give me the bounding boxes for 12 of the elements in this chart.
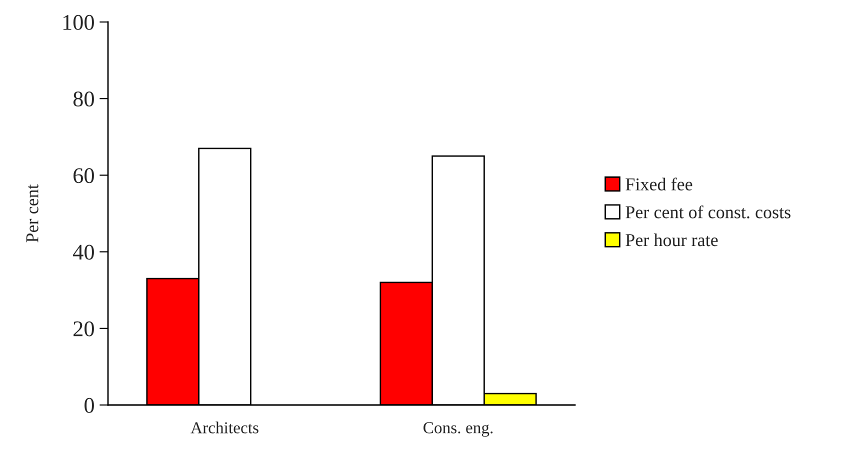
legend-label: Per hour rate (626, 234, 718, 246)
y-tick-label: 100 (63, 14, 94, 30)
y-axis-title: Per cent (26, 184, 38, 242)
y-tick-label: 60 (74, 168, 94, 184)
legend-label: Per cent of const. costs (626, 205, 790, 218)
x-tick-label: Architects (190, 422, 258, 434)
y-tick-label: 40 (73, 244, 94, 260)
legend-label: Fixed fee (626, 178, 692, 190)
y-tick-label: 0 (84, 398, 94, 413)
y-tick-label: 20 (74, 321, 94, 336)
x-tick-label: Cons. eng. (424, 422, 493, 437)
y-tick-label: 80 (73, 92, 94, 107)
